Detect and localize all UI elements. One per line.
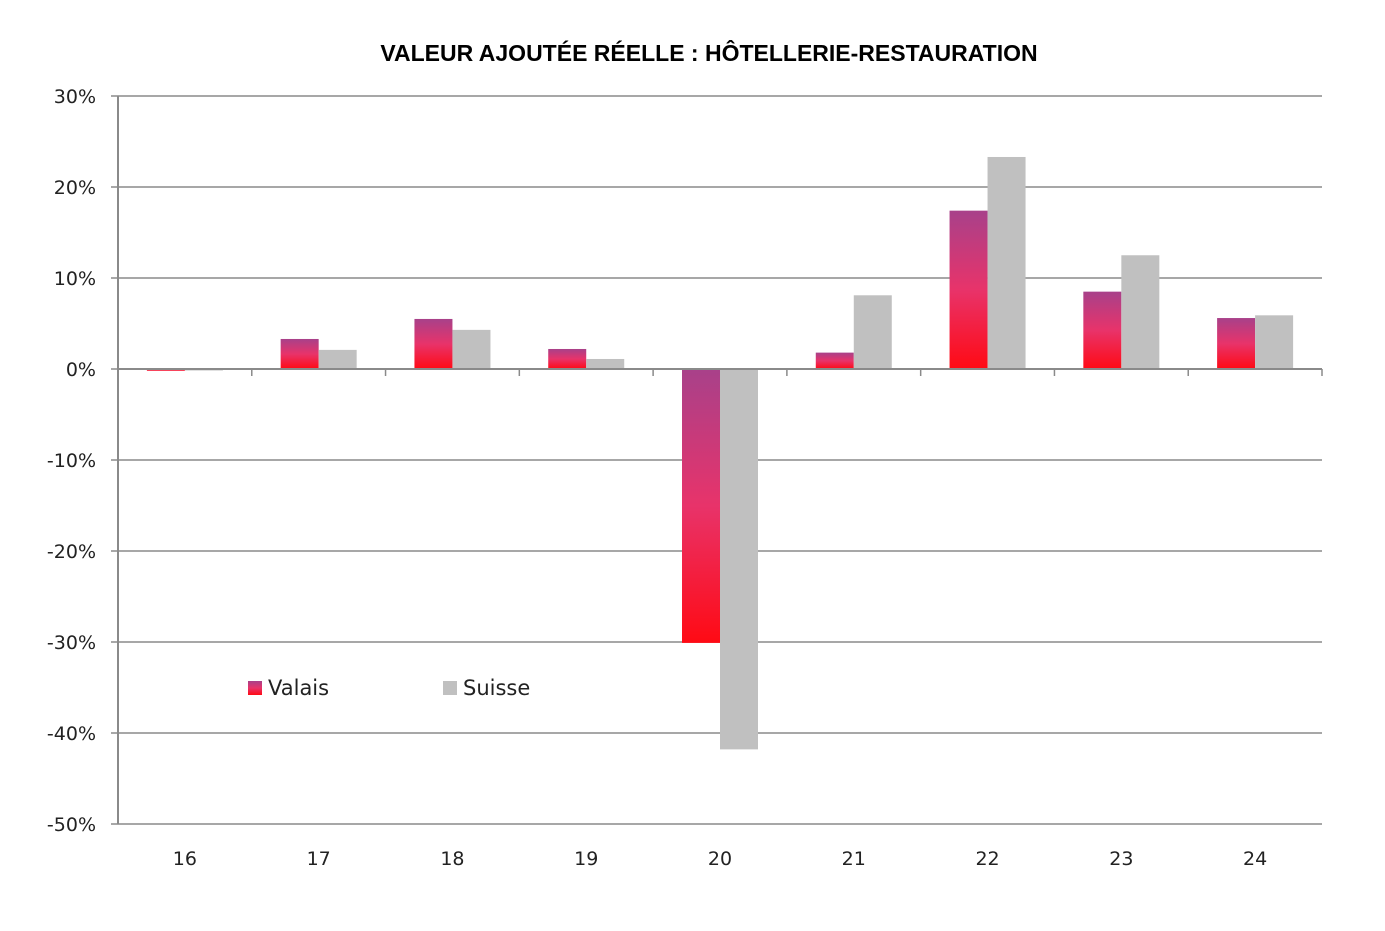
y-tick-label: -40% <box>47 723 96 745</box>
x-tick-label: 17 <box>307 848 331 870</box>
bar-suisse <box>1255 315 1294 369</box>
bar-suisse <box>720 369 758 750</box>
bar-suisse <box>853 295 892 369</box>
x-tick-label: 23 <box>1109 848 1133 870</box>
y-tick-label: 30% <box>54 86 96 108</box>
bar-valais <box>548 348 587 369</box>
legend-swatch-valais <box>248 681 262 695</box>
x-tick-label: 16 <box>173 848 197 870</box>
bar-valais <box>682 369 720 643</box>
legend-label-valais: Valais <box>268 676 329 700</box>
bar-valais <box>949 210 988 369</box>
bar-suisse <box>1121 255 1160 369</box>
x-tick-label: 24 <box>1243 848 1267 870</box>
x-tick-label: 18 <box>440 848 464 870</box>
bar-suisse <box>586 358 625 369</box>
x-tick-label: 19 <box>574 848 598 870</box>
y-tick-label: -10% <box>47 450 96 472</box>
legend-swatch-suisse <box>443 681 457 695</box>
y-tick-label: 10% <box>54 268 96 290</box>
x-tick-label: 21 <box>842 848 866 870</box>
legend-label-suisse: Suisse <box>463 676 530 700</box>
bar-valais <box>280 338 319 369</box>
bar-valais <box>1217 318 1256 369</box>
y-tick-label: 0% <box>66 359 96 381</box>
y-tick-label: 20% <box>54 177 96 199</box>
bar-valais <box>815 352 854 369</box>
x-tick-label: 22 <box>975 848 999 870</box>
y-tick-label: -20% <box>47 541 96 563</box>
bar-suisse <box>318 349 357 369</box>
y-tick-label: -30% <box>47 632 96 654</box>
bar-suisse <box>987 156 1026 369</box>
bar-suisse <box>452 329 491 369</box>
bar-valais <box>414 318 453 369</box>
bar-valais <box>1083 291 1122 369</box>
y-tick-label: -50% <box>47 814 96 836</box>
x-tick-label: 20 <box>708 848 732 870</box>
chart-title: VALEUR AJOUTÉE RÉELLE : HÔTELLERIE-RESTA… <box>380 39 1037 66</box>
